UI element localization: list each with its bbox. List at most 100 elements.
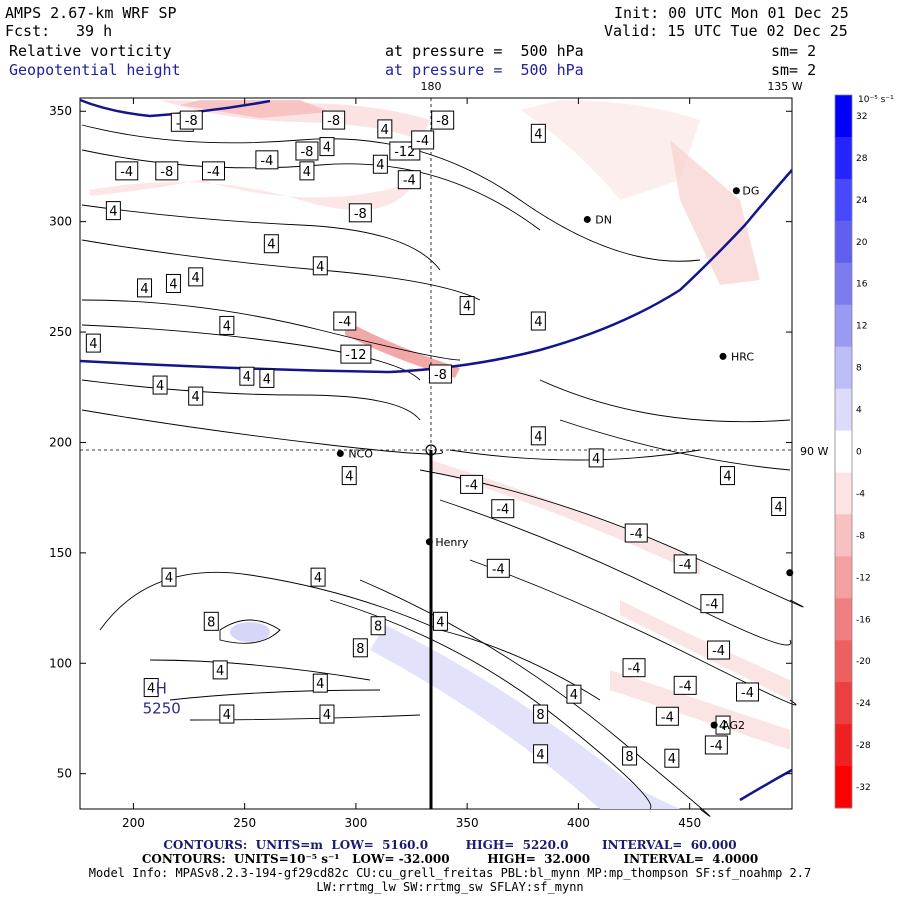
station-marker: [719, 352, 727, 360]
contour-label: 4: [143, 678, 159, 698]
contour-label-box: [322, 110, 346, 130]
colorbar-cell: [835, 598, 852, 641]
contour-label: -4: [115, 161, 139, 181]
colorbar-cell: [835, 640, 852, 683]
y-tick-label: 200: [49, 435, 72, 449]
contour-label: -4: [655, 706, 679, 726]
colorbar-tick-label: -8: [856, 531, 865, 541]
colorbar-cell: [835, 766, 852, 809]
contour-label-value: 4: [316, 677, 324, 692]
contour-label: 4: [152, 375, 168, 395]
contour-label-value: -4: [661, 710, 674, 725]
field1-smoothing: sm= 2: [771, 42, 817, 60]
contour-label: -8: [295, 141, 319, 161]
contour-label: 4: [372, 154, 388, 174]
contour-label: 4: [161, 567, 177, 587]
contour-label-value: 4: [192, 390, 200, 405]
contour-label-box: [152, 375, 168, 395]
contour-label: 8: [352, 638, 368, 658]
contour-label: 4: [530, 426, 546, 446]
station-label: AG2: [722, 719, 745, 732]
contour-label-box: [188, 267, 204, 287]
contour-label: -4: [622, 658, 646, 678]
x-tick-label: 350: [456, 816, 479, 830]
contour-label-value: -4: [465, 478, 478, 493]
contour-label-value: 4: [263, 372, 271, 387]
contour-label-box: [340, 344, 372, 364]
colorbar-tick-label: 28: [856, 154, 868, 164]
contour-label-box: [530, 426, 546, 446]
contour-label-value: 4: [436, 615, 444, 630]
contour-label-box: [459, 296, 475, 316]
contour-label-box: [219, 315, 235, 335]
contour-label: -12: [340, 344, 372, 364]
contour-label-value: 4: [316, 260, 324, 275]
shade-pos-8: [230, 622, 270, 642]
contour-label: 4: [530, 123, 546, 143]
contour-label-value: 4: [592, 452, 600, 467]
contour-label-box: [312, 256, 328, 276]
colorbar-cell: [835, 430, 852, 473]
contour-label: 4: [188, 386, 204, 406]
contour-label: 4: [310, 567, 326, 587]
contour-label-box: [333, 311, 357, 331]
contour-label-value: -8: [185, 114, 198, 129]
colorbar-cell: [835, 724, 852, 767]
colorbar-tick-label: -32: [856, 783, 871, 793]
contour-label-value: 4: [109, 205, 117, 220]
colorbar-cell: [835, 346, 852, 390]
field1-level: at pressure = 500 hPa: [385, 42, 584, 60]
shade-dense-ne2: [670, 140, 760, 285]
contour-label-box: [664, 748, 680, 768]
contour-label: 4: [319, 137, 335, 157]
contour-label: 8: [622, 746, 638, 766]
contour-label: -8: [431, 110, 455, 130]
colorbar-tick-label: 0: [856, 448, 862, 458]
station-label: DN: [595, 213, 612, 226]
contour-label-box: [263, 234, 279, 254]
contour-label: 4: [432, 611, 448, 631]
colorbar-tick-label: 20: [856, 238, 868, 248]
colorbar-tick-label: -12: [856, 573, 871, 583]
contour-label-value: -4: [207, 165, 220, 180]
contour-label-value: 4: [534, 315, 542, 330]
contour-label-value: 4: [216, 664, 224, 679]
contour-label-value: -8: [327, 114, 340, 129]
contour-label: 4: [212, 660, 228, 680]
contour-label-value: -12: [394, 145, 415, 160]
contour-label: 8: [533, 704, 549, 724]
plot-content: [79, 98, 804, 817]
contour-label: -4: [736, 682, 759, 702]
x-tick-label: 400: [567, 816, 590, 830]
colorbar-tick-label: 4: [856, 406, 862, 416]
contour-label-box: [319, 704, 335, 724]
contour-label-value: 4: [536, 748, 544, 763]
colorbar-tick-label: -4: [856, 489, 865, 499]
contour-label: -8: [179, 110, 203, 130]
contour-label: -8: [322, 110, 346, 130]
colorbar-cell: [835, 178, 852, 222]
contour-label-box: [736, 682, 759, 702]
contour-label-value: -8: [434, 368, 447, 383]
contours-geopotential-info: CONTOURS: UNITS=m LOW= 5160.0 HIGH= 5220…: [163, 838, 737, 852]
contour-label-value: -4: [630, 527, 643, 542]
contour-label-value: -4: [120, 165, 133, 180]
contour-label-box: [165, 273, 181, 293]
contour-label: -8: [348, 203, 372, 223]
contour-label-box: [432, 611, 448, 631]
contour-label: 4: [259, 368, 275, 388]
contour-label-box: [530, 123, 546, 143]
contour-label: -4: [673, 554, 697, 574]
y-tick-label: 50: [57, 767, 72, 781]
contour-label-box: [348, 203, 372, 223]
contour-label-value: 4: [223, 708, 231, 723]
contour-label-box: [707, 640, 731, 660]
init-time: Init: 00 UTC Mon 01 Dec 25: [614, 4, 849, 22]
station-marker: [710, 721, 718, 729]
colorbar-cell: [835, 95, 852, 138]
colorbar-tick-label: 8: [856, 364, 862, 374]
contour-label-value: -8: [436, 114, 449, 129]
shade-dense-ne: [520, 100, 700, 200]
contour-label: -4: [486, 558, 510, 578]
contour-label-box: [460, 474, 484, 494]
